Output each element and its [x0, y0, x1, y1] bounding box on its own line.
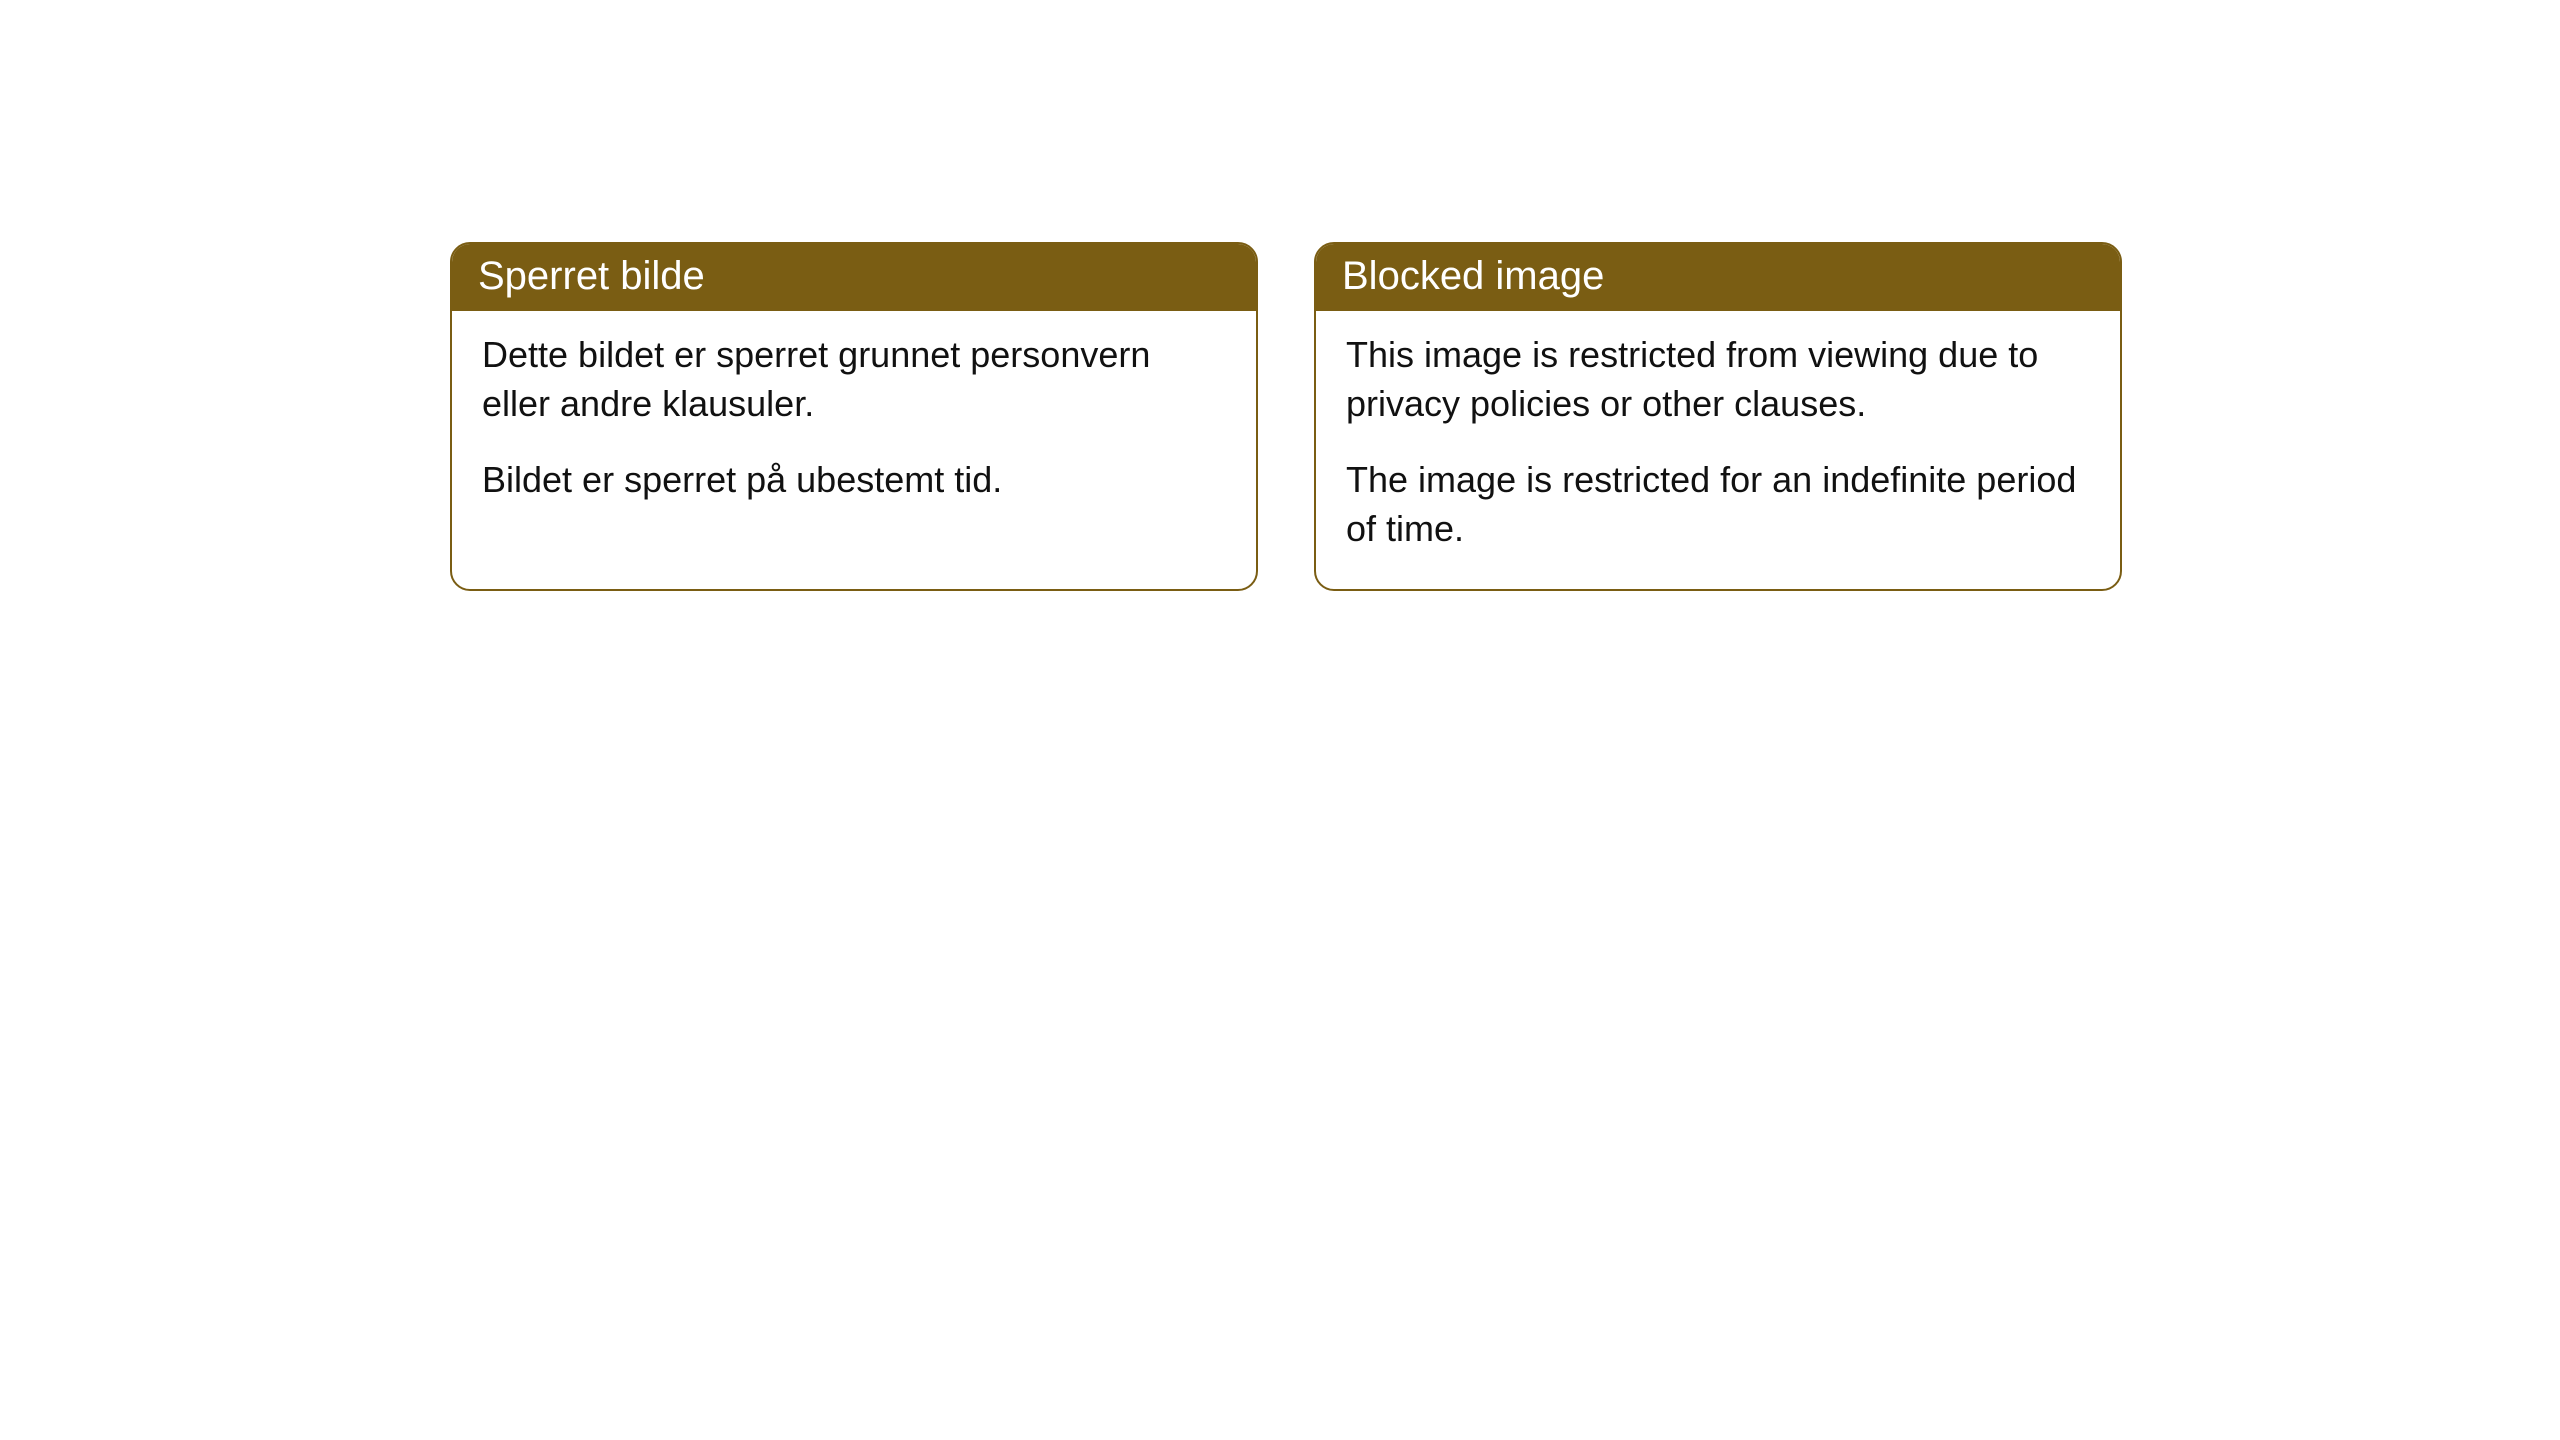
- card-header: Sperret bilde: [452, 244, 1256, 311]
- card-paragraph: Bildet er sperret på ubestemt tid.: [482, 456, 1226, 505]
- card-body: This image is restricted from viewing du…: [1316, 311, 2120, 589]
- card-body: Dette bildet er sperret grunnet personve…: [452, 311, 1256, 541]
- blocked-image-card-no: Sperret bilde Dette bildet er sperret gr…: [450, 242, 1258, 591]
- cards-container: Sperret bilde Dette bildet er sperret gr…: [0, 0, 2560, 591]
- card-paragraph: Dette bildet er sperret grunnet personve…: [482, 331, 1226, 428]
- blocked-image-card-en: Blocked image This image is restricted f…: [1314, 242, 2122, 591]
- card-header: Blocked image: [1316, 244, 2120, 311]
- card-paragraph: The image is restricted for an indefinit…: [1346, 456, 2090, 553]
- card-paragraph: This image is restricted from viewing du…: [1346, 331, 2090, 428]
